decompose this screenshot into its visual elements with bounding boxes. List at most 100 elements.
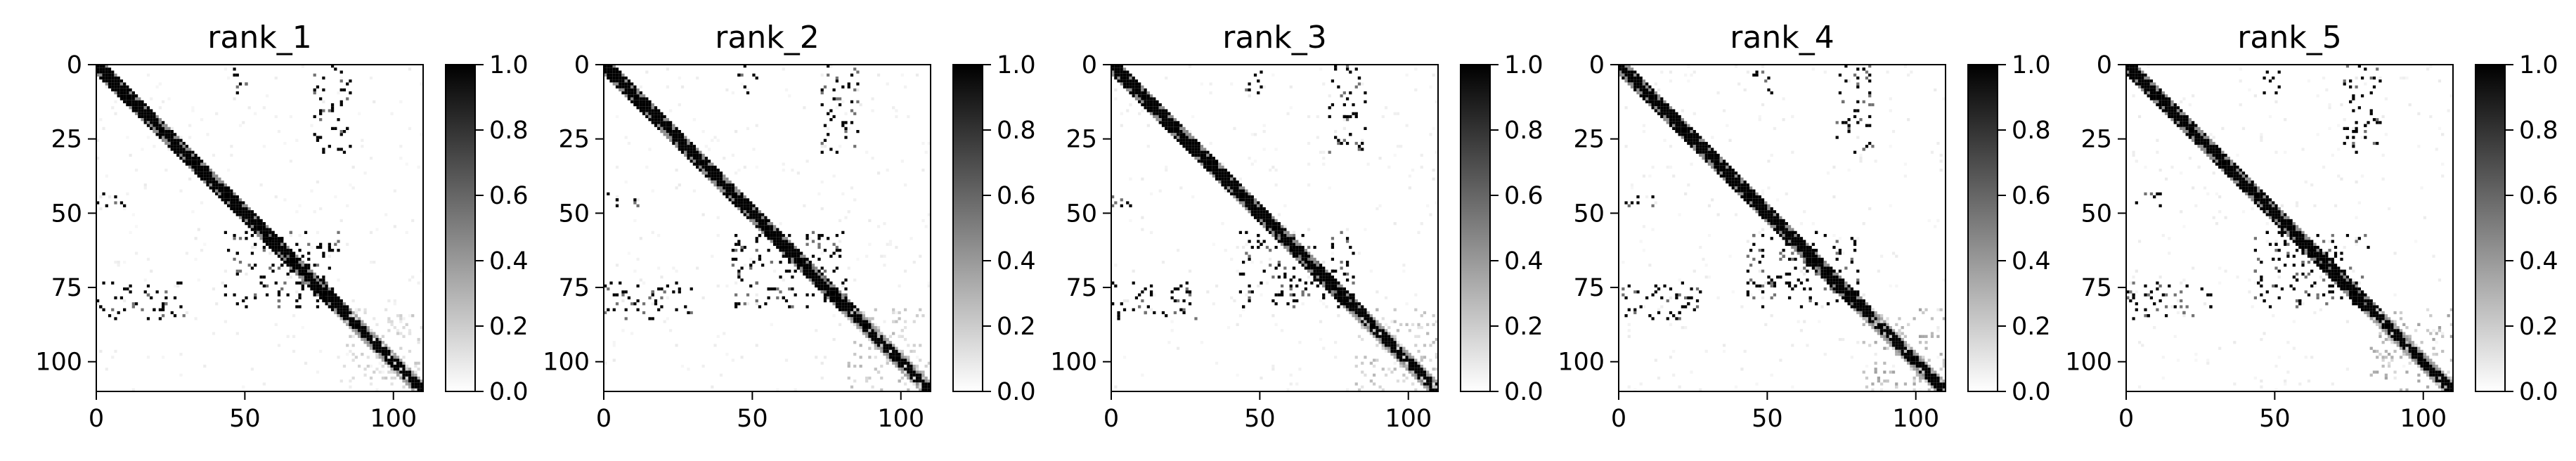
heatmap-cell (1153, 100, 1156, 103)
heatmap-cell (351, 320, 355, 323)
heatmap-cell (654, 115, 658, 119)
heatmap-cell (723, 174, 726, 178)
heatmap-cell (1886, 326, 1889, 330)
heatmap-cell (194, 237, 198, 240)
heatmap-cell (1669, 121, 1673, 124)
heatmap-cell (1138, 94, 1141, 98)
heatmap-cell (642, 103, 646, 107)
heatmap-cell (1844, 284, 1848, 288)
heatmap-cell (1390, 335, 1394, 338)
heatmap-cell (1188, 148, 1192, 151)
heatmap-cell (1654, 97, 1657, 100)
heatmap-cell (1218, 165, 1222, 169)
heatmap-cell (1328, 150, 1331, 154)
heatmap-cell (390, 370, 394, 374)
heatmap-cell (1361, 311, 1364, 315)
heatmap-cell (235, 91, 239, 95)
heatmap-cell (639, 85, 642, 89)
heatmap-cell (1340, 293, 1343, 297)
heatmap-cell (713, 344, 717, 347)
heatmap-cell (604, 73, 607, 77)
heatmap-cell (1755, 382, 1759, 386)
heatmap-cell (1847, 302, 1851, 306)
heatmap-cell (1277, 275, 1281, 279)
heatmap-cell (772, 230, 777, 234)
heatmap-cell (862, 320, 865, 323)
heatmap-cell (1301, 257, 1305, 261)
heatmap-cell (325, 302, 328, 306)
heatmap-cell (1364, 126, 1367, 130)
heatmap-cell (197, 278, 200, 282)
heatmap-cell (892, 349, 895, 353)
heatmap-cell (280, 264, 284, 267)
heatmap-cell (1820, 305, 1824, 309)
heatmap-cell (200, 165, 204, 169)
heatmap-cell (1874, 329, 1877, 332)
heatmap-cell (173, 133, 177, 136)
heatmap-cell (1737, 180, 1741, 184)
heatmap-cell (696, 76, 699, 80)
heatmap-cell (696, 148, 699, 151)
heatmap-cell (835, 287, 839, 291)
heatmap-cell (1337, 305, 1340, 309)
heatmap-cell (1319, 281, 1323, 285)
heatmap-cell (179, 141, 183, 145)
heatmap-cell (153, 124, 156, 127)
heatmap-cell (1194, 138, 1198, 142)
heatmap-cell (1850, 305, 1853, 309)
heatmap-cell (1387, 341, 1391, 344)
heatmap-cell (1687, 124, 1690, 127)
heatmap-cell (1773, 222, 1777, 226)
heatmap-cell (405, 370, 408, 374)
heatmap-cell (328, 290, 331, 294)
heatmap-cell (707, 177, 711, 181)
heatmap-cell (1194, 141, 1198, 145)
heatmap-cell (1669, 145, 1673, 148)
heatmap-cell (1230, 180, 1234, 184)
heatmap-cell (319, 284, 323, 288)
heatmap-cell (1248, 88, 1251, 92)
heatmap-cell (1354, 308, 1358, 311)
heatmap-cell (1695, 150, 1700, 154)
heatmap-cell (283, 249, 287, 252)
heatmap-cell (153, 145, 156, 148)
heatmap-cell (1230, 82, 1234, 86)
heatmap-cell (1271, 314, 1275, 318)
heatmap-cell (141, 148, 144, 151)
heatmap-cell (752, 261, 756, 264)
panel-3-colorbar-tick-label: 0.2 (1504, 313, 1543, 341)
heatmap-cell (1248, 82, 1251, 86)
heatmap-cell (1835, 275, 1839, 279)
heatmap-cell (1752, 192, 1756, 195)
heatmap-cell (838, 293, 842, 297)
heatmap-cell (158, 317, 162, 320)
panel-1-heatmap-cells (96, 65, 423, 391)
heatmap-cell (1304, 249, 1307, 252)
heatmap-cell (1325, 269, 1328, 273)
heatmap-cell (188, 150, 192, 154)
heatmap-cell (129, 153, 132, 157)
heatmap-cell (1340, 230, 1343, 234)
heatmap-cell (1639, 88, 1643, 92)
heatmap-cell (1707, 233, 1711, 238)
heatmap-cell (313, 264, 316, 267)
heatmap-cell (1758, 230, 1761, 234)
heatmap-cell (194, 165, 198, 169)
heatmap-cell (1622, 70, 1625, 74)
heatmap-cell (767, 228, 770, 231)
heatmap-cell (1749, 293, 1753, 297)
panel-3-colorbar-tick-label: 0.6 (1504, 182, 1543, 210)
heatmap-cell (117, 79, 120, 83)
heatmap-cell (1699, 245, 1702, 249)
heatmap-cell (1880, 323, 1884, 326)
heatmap-cell (1823, 70, 1827, 74)
heatmap-cell (1423, 370, 1427, 374)
heatmap-cell (642, 109, 646, 112)
heatmap-cell (723, 183, 726, 187)
heatmap-cell (1429, 382, 1432, 386)
heatmap-cell (393, 358, 396, 362)
heatmap-cell (823, 296, 827, 299)
heatmap-cell (134, 103, 138, 107)
heatmap-cell (853, 379, 857, 383)
heatmap-cell (803, 254, 806, 258)
